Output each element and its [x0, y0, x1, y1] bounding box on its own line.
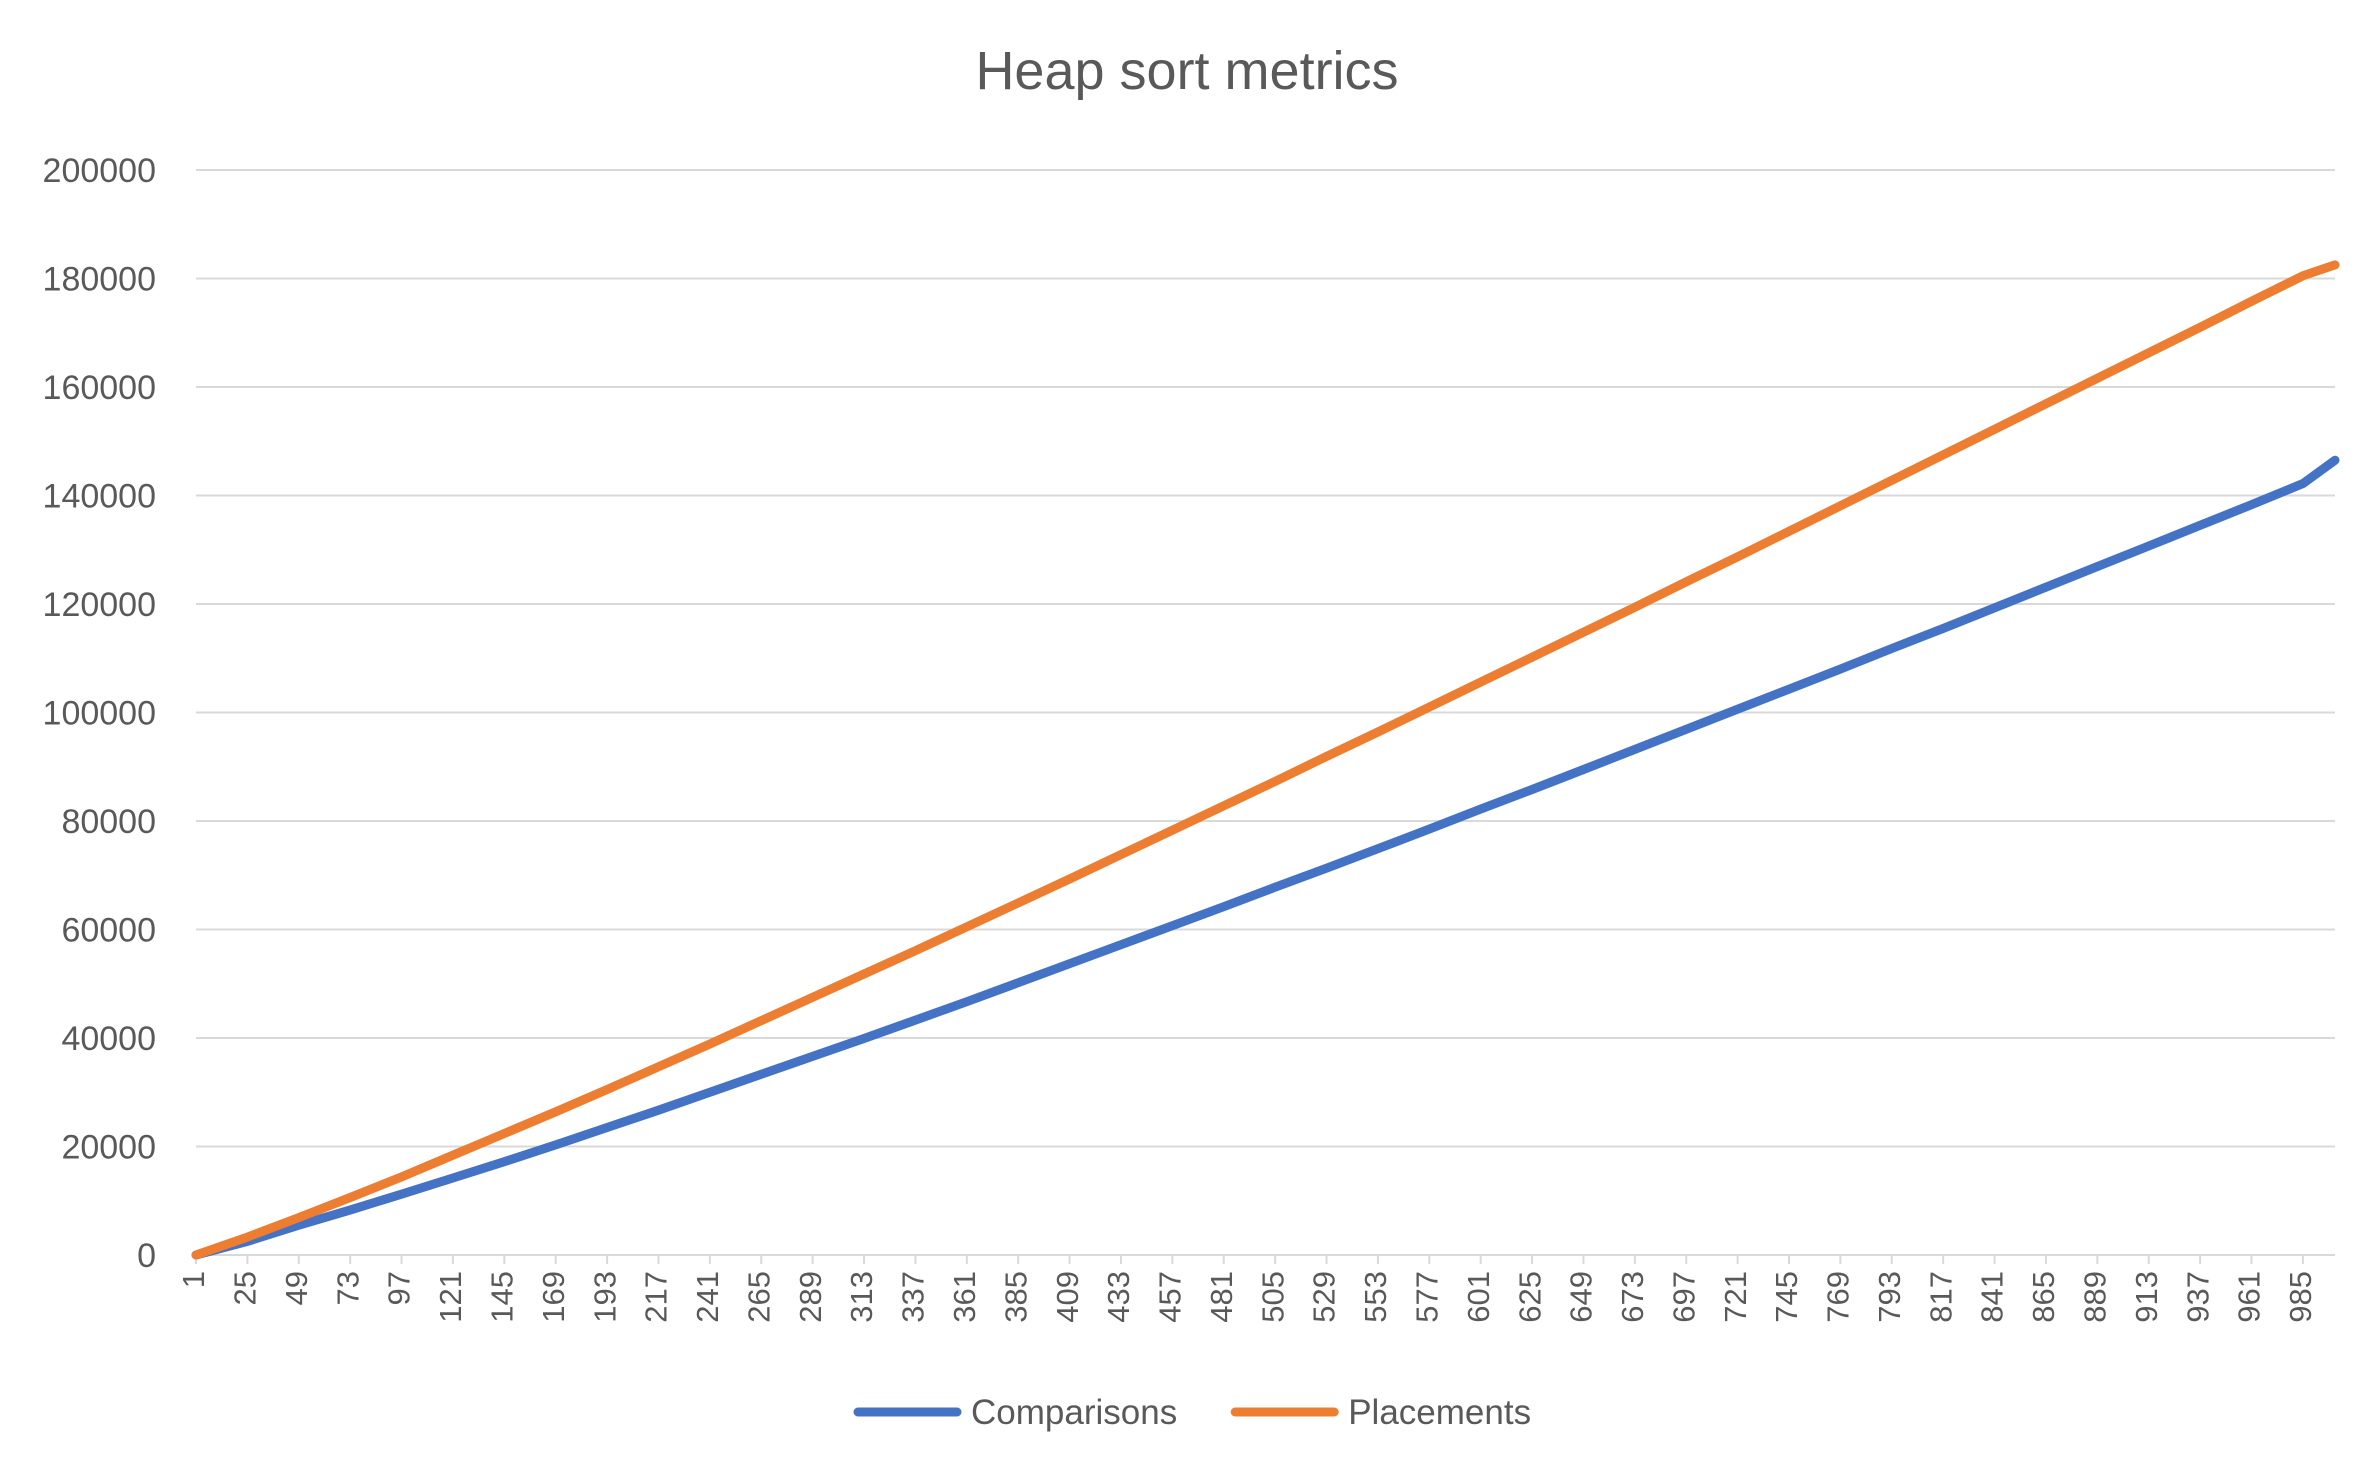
x-tick-label: 337 — [896, 1271, 931, 1323]
x-tick-label: 481 — [1204, 1271, 1239, 1323]
x-tick-label: 889 — [2078, 1271, 2113, 1323]
x-tick-label: 265 — [741, 1271, 776, 1323]
series-line-comparisons — [191, 455, 2340, 1260]
y-tick-label: 120000 — [43, 586, 156, 624]
x-tick-label: 361 — [947, 1271, 982, 1323]
x-tick-label: 817 — [1923, 1271, 1958, 1323]
y-tick-label: 160000 — [43, 369, 156, 407]
x-tick-label: 457 — [1153, 1271, 1188, 1323]
x-tick-label: 145 — [485, 1271, 520, 1323]
x-tick-label: 529 — [1307, 1271, 1342, 1323]
y-tick-label: 80000 — [61, 803, 156, 841]
x-tick-label: 97 — [382, 1271, 417, 1305]
y-tick-label: 140000 — [43, 478, 156, 516]
x-tick-label: 553 — [1358, 1271, 1393, 1323]
x-tick-label: 865 — [2026, 1271, 2061, 1323]
x-tick-label: 289 — [793, 1271, 828, 1323]
x-tick-label: 601 — [1461, 1271, 1496, 1323]
legend-label: Comparisons — [971, 1393, 1177, 1432]
x-tick-label: 577 — [1409, 1271, 1444, 1323]
x-tick-label: 937 — [2180, 1271, 2215, 1323]
legend-label: Placements — [1348, 1393, 1531, 1432]
y-tick-label: 200000 — [43, 152, 156, 190]
x-tick-label: 193 — [587, 1271, 622, 1323]
x-tick-label: 721 — [1718, 1271, 1753, 1323]
x-tick-label: 1 — [176, 1271, 211, 1288]
y-tick-label: 40000 — [61, 1020, 156, 1058]
x-tick-label: 673 — [1615, 1271, 1650, 1323]
x-tick-label: 121 — [433, 1271, 468, 1323]
x-tick-label: 25 — [228, 1271, 263, 1305]
y-tick-label: 100000 — [43, 695, 156, 733]
y-tick-label: 180000 — [43, 261, 156, 299]
x-tick-label: 433 — [1101, 1271, 1136, 1323]
y-tick-label: 60000 — [61, 912, 156, 950]
x-tick-label: 841 — [1975, 1271, 2010, 1323]
x-tick-label: 49 — [279, 1271, 314, 1305]
series-line-placements — [191, 260, 2340, 1260]
x-tick-label: 313 — [844, 1271, 879, 1323]
x-tick-label: 793 — [1872, 1271, 1907, 1323]
x-tick-label: 745 — [1769, 1271, 1804, 1323]
x-tick-label: 73 — [330, 1271, 365, 1305]
x-tick-label: 217 — [639, 1271, 674, 1323]
x-tick-label: 697 — [1666, 1271, 1701, 1323]
y-axis: 0 20000 40000 60000 80000 100000 120000 140000 1… — [43, 152, 156, 1275]
x-tick-label: 625 — [1512, 1271, 1547, 1323]
gridlines — [196, 169, 2335, 1148]
x-tick-label: 649 — [1564, 1271, 1599, 1323]
x-tick-label: 769 — [1821, 1271, 1856, 1323]
x-tick-label: 241 — [690, 1271, 725, 1323]
x-tick-label: 961 — [2232, 1271, 2267, 1323]
x-tick-label: 913 — [2129, 1271, 2164, 1323]
x-tick-label: 169 — [536, 1271, 571, 1323]
legend-item-placements: Placements — [1230, 1393, 1531, 1432]
x-tick-label: 409 — [1050, 1271, 1085, 1323]
x-axis: 1 25 49 73 97 121 145 169 193 217 241 265 289 313 337 3… — [176, 1254, 2335, 1323]
legend-item-comparisons: Comparisons — [853, 1393, 1177, 1432]
chart-title: Heap sort metrics — [975, 41, 1399, 101]
x-tick-label: 505 — [1255, 1271, 1290, 1323]
legend: Comparisons Placements — [853, 1393, 1531, 1432]
x-tick-label: 385 — [998, 1271, 1033, 1323]
x-tick-label: 985 — [2283, 1271, 2318, 1323]
y-tick-label: 20000 — [61, 1129, 156, 1167]
y-tick-label: 0 — [137, 1237, 156, 1275]
series-lines — [191, 260, 2340, 1260]
